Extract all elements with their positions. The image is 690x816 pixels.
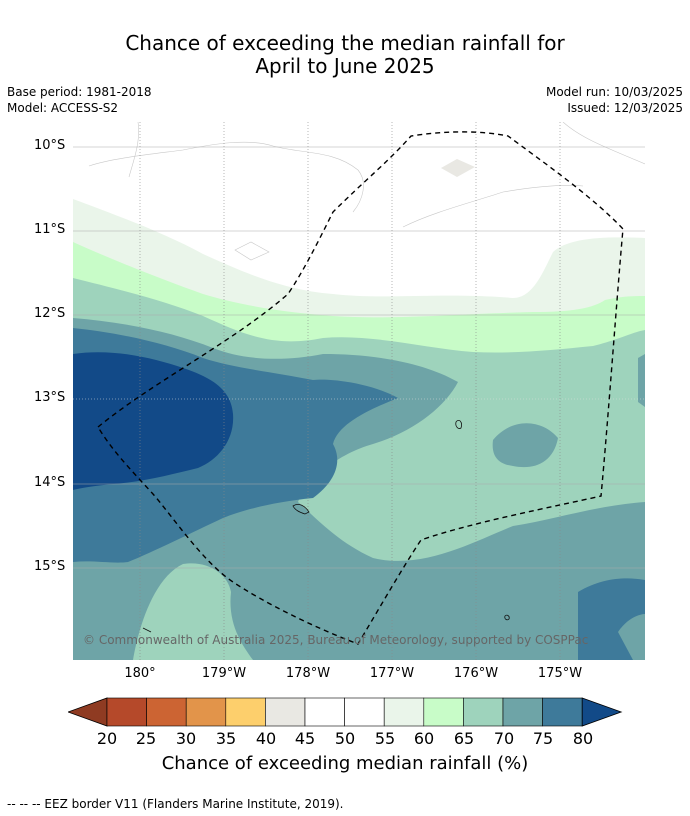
title-line-1: Chance of exceeding the median rainfall … — [0, 32, 690, 55]
colorbar-cell — [384, 698, 424, 726]
colorbar-cell — [424, 698, 464, 726]
colorbar-tick-75: 75 — [533, 729, 553, 748]
colorbar-cell — [107, 698, 147, 726]
colorbar-tick-40: 40 — [256, 729, 276, 748]
colorbar-tick-50: 50 — [335, 729, 355, 748]
model-run: Model run: 10/03/2025 — [546, 84, 683, 100]
model-name: Model: ACCESS-S2 — [7, 100, 152, 116]
title-line-2: April to June 2025 — [0, 55, 690, 78]
colorbar-cell — [345, 698, 385, 726]
colorbar-tick-45: 45 — [295, 729, 315, 748]
colorbar-tick-35: 35 — [216, 729, 236, 748]
lon-label-180: 180° — [124, 666, 155, 681]
lat-label-10s: 10°S — [34, 138, 65, 153]
colorbar-extend-low — [68, 698, 107, 726]
colorbar-cell — [226, 698, 266, 726]
colorbar-tick-25: 25 — [136, 729, 156, 748]
colorbar-cell — [186, 698, 226, 726]
colorbar-tick-65: 65 — [454, 729, 474, 748]
lat-label-13s: 13°S — [34, 390, 65, 405]
meta-left: Base period: 1981-2018 Model: ACCESS-S2 — [7, 84, 152, 116]
base-period: Base period: 1981-2018 — [7, 84, 152, 100]
meta-right: Model run: 10/03/2025 Issued: 12/03/2025 — [546, 84, 683, 116]
eez-footnote: -- -- -- EEZ border V11 (Flanders Marine… — [7, 797, 344, 811]
colorbar-tick-20: 20 — [97, 729, 117, 748]
colorbar-tick-30: 30 — [176, 729, 196, 748]
lat-label-11s: 11°S — [34, 222, 65, 237]
colorbar-cell — [543, 698, 583, 726]
rainfall-map — [73, 122, 645, 660]
lon-label-176w: 176°W — [454, 666, 498, 681]
lat-label-12s: 12°S — [34, 306, 65, 321]
colorbar-tick-80: 80 — [573, 729, 593, 748]
colorbar-cell — [463, 698, 503, 726]
colorbar-cell — [503, 698, 543, 726]
colorbar-extend-high — [582, 698, 621, 726]
lon-label-178w: 178°W — [286, 666, 330, 681]
lon-label-177w: 177°W — [370, 666, 414, 681]
colorbar-cell — [147, 698, 187, 726]
lat-label-15s: 15°S — [34, 559, 65, 574]
colorbar-cell — [305, 698, 345, 726]
lat-label-14s: 14°S — [34, 475, 65, 490]
colorbar-label: Chance of exceeding median rainfall (%) — [0, 753, 690, 774]
colorbar — [68, 697, 624, 727]
issued-date: Issued: 12/03/2025 — [546, 100, 683, 116]
copyright-notice: © Commonwealth of Australia 2025, Bureau… — [83, 633, 588, 647]
map-title: Chance of exceeding the median rainfall … — [0, 32, 690, 78]
colorbar-cell — [265, 698, 305, 726]
lon-label-175w: 175°W — [538, 666, 582, 681]
lon-label-179w: 179°W — [202, 666, 246, 681]
colorbar-tick-60: 60 — [414, 729, 434, 748]
colorbar-tick-70: 70 — [494, 729, 514, 748]
colorbar-tick-55: 55 — [375, 729, 395, 748]
